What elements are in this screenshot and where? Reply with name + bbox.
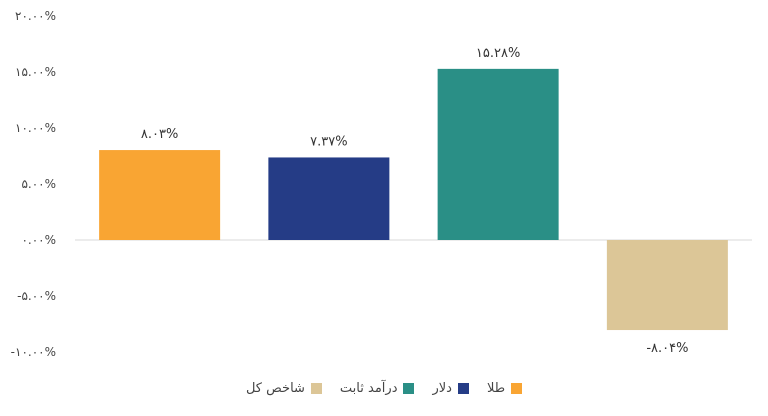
y-tick-label: ۲۰.۰۰% xyxy=(15,9,56,23)
legend-item-fixed-income: درآمد ثابت xyxy=(340,381,415,396)
data-label: ۱۵.۲۸% xyxy=(476,46,520,61)
legend-label: طلا xyxy=(486,380,506,396)
legend-item-total-index: شاخص کل xyxy=(246,381,322,396)
data-label: ۸.۰۳% xyxy=(141,127,178,142)
bar xyxy=(437,68,559,240)
legend-swatch xyxy=(403,382,415,394)
y-tick-label: ۱۰.۰۰% xyxy=(15,121,56,135)
bar xyxy=(606,240,728,331)
legend-item-dollar: دلار xyxy=(432,380,469,396)
y-tick-label: -۵.۰۰% xyxy=(17,289,56,303)
legend-swatch xyxy=(457,382,469,394)
bar xyxy=(268,157,390,240)
data-label: ۷.۳۷% xyxy=(310,134,347,149)
legend-label: درآمد ثابت xyxy=(339,380,398,396)
data-labels: ۸.۰۳% ۷.۳۷% ۱۵.۲۸% -۸.۰۴% xyxy=(141,46,689,356)
legend-label: شاخص کل xyxy=(245,380,305,396)
legend-item-gold: طلا xyxy=(486,380,523,396)
legend: طلا دلار درآمد ثابت شاخص کل xyxy=(0,378,768,398)
y-tick-label: ۵.۰۰% xyxy=(21,177,56,191)
legend-swatch xyxy=(511,382,523,394)
legend-label: دلار xyxy=(432,380,452,396)
data-label: -۸.۰۴% xyxy=(646,341,688,356)
y-tick-label: -۱۰.۰۰% xyxy=(11,345,56,359)
legend-swatch xyxy=(310,382,322,394)
y-axis: ۲۰.۰۰% ۱۵.۰۰% ۱۰.۰۰% ۵.۰۰% ۰.۰۰% -۵.۰۰% -۱۰.۰۰… xyxy=(11,9,56,359)
bars xyxy=(99,68,728,331)
y-tick-label: ۱۵.۰۰% xyxy=(15,65,56,79)
y-tick-label: ۰.۰۰% xyxy=(21,233,56,247)
bar xyxy=(99,150,221,240)
